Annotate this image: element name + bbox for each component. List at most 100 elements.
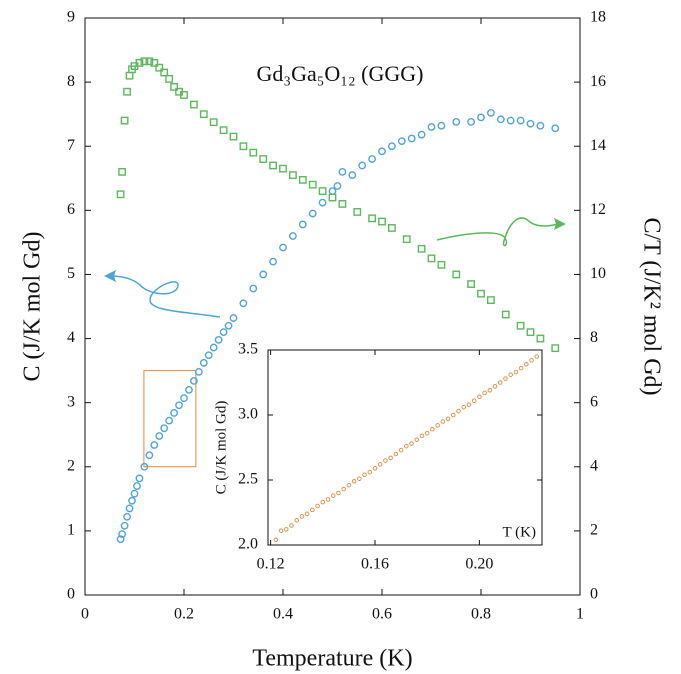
data-point: [135, 474, 144, 483]
data-point: [437, 121, 446, 130]
plot-frame: [267, 349, 543, 546]
y2-tick-label: 0: [590, 586, 598, 603]
data-point: [128, 496, 136, 505]
data-point: [419, 433, 425, 439]
data-square: [467, 280, 475, 288]
data-square: [328, 193, 337, 202]
data-point: [486, 108, 495, 117]
data-square: [368, 214, 376, 223]
data-square: [353, 208, 362, 216]
data-square: [452, 270, 461, 279]
data-point: [435, 423, 440, 428]
data-point: [130, 489, 139, 498]
y-tick-label: 7: [67, 137, 75, 154]
data-square: [150, 58, 159, 67]
arrow-left: [109, 275, 221, 318]
y-tick-label: 3.5: [238, 341, 258, 358]
y2-tick-label: 16: [590, 73, 606, 90]
y2-tick-label: 2: [590, 522, 598, 539]
data-point: [524, 362, 529, 367]
y2-tick-label: 8: [590, 329, 598, 346]
data-square: [501, 310, 510, 319]
x-tick-label: 0: [81, 606, 89, 623]
data-point: [165, 416, 174, 425]
data-square: [155, 63, 164, 72]
data-square: [477, 289, 485, 298]
x-tick-label: 0.6: [372, 606, 392, 623]
data-square: [526, 328, 535, 337]
y-tick-label: 9: [67, 9, 75, 26]
x-tick-label: 0.12: [257, 556, 285, 573]
data-point: [367, 469, 373, 475]
data-square: [219, 126, 228, 135]
data-point: [204, 351, 213, 360]
data-point: [397, 137, 406, 145]
data-point: [456, 408, 461, 414]
y2-tick-label: 4: [590, 457, 598, 474]
data-point: [259, 270, 268, 279]
data-point: [407, 134, 416, 143]
data-point: [404, 443, 409, 449]
y-tick-label: 6: [67, 201, 75, 218]
x-tick-label: 0.20: [465, 556, 493, 573]
data-square: [135, 58, 144, 67]
data-point: [140, 462, 149, 471]
data-point: [477, 394, 482, 400]
x-tick-label: 0.4: [273, 606, 293, 623]
data-point: [145, 451, 154, 460]
y-tick-label: 2: [67, 457, 75, 474]
arrowhead-left: [104, 270, 116, 282]
data-point: [304, 511, 310, 517]
y-tick-label: 5: [67, 265, 75, 282]
data-point: [315, 503, 320, 509]
y-tick-label: 1: [67, 522, 75, 539]
data-point: [318, 198, 327, 207]
data-point: [224, 321, 233, 330]
y2-tick-label: 14: [590, 137, 606, 154]
data-point: [116, 535, 125, 544]
data-point: [417, 130, 426, 139]
data-point: [440, 419, 446, 424]
data-point: [372, 466, 378, 471]
y-tick-label: 4: [67, 329, 75, 346]
data-square: [259, 155, 268, 163]
data-point: [229, 314, 238, 322]
data-point: [551, 124, 560, 133]
data-square: [437, 260, 446, 269]
y-tick-label: 8: [67, 73, 75, 90]
data-point: [299, 514, 305, 519]
data-point: [383, 458, 388, 463]
data-square: [289, 171, 297, 179]
data-square: [189, 100, 198, 109]
data-square: [338, 200, 347, 208]
data-square: [536, 334, 545, 343]
y2-axis-label: C/T (J/K² mol Gd): [638, 217, 664, 395]
data-point: [289, 523, 294, 528]
data-point: [452, 117, 461, 126]
data-point: [336, 490, 341, 496]
data-point: [348, 171, 357, 179]
x-axis-label: Temperature (K): [252, 646, 412, 672]
data-point: [534, 354, 540, 359]
data-point: [288, 232, 297, 240]
data-point: [516, 116, 525, 125]
data-point: [451, 412, 456, 418]
data-point: [214, 335, 223, 344]
data-point: [249, 284, 258, 293]
data-point: [378, 147, 386, 156]
data-point: [120, 521, 129, 530]
data-square: [145, 57, 154, 66]
y2-tick-label: 6: [590, 393, 598, 410]
y2-tick-label: 18: [590, 9, 606, 26]
data-point: [199, 359, 208, 367]
data-point: [430, 427, 435, 432]
data-square: [180, 91, 188, 99]
data-point: [239, 299, 248, 308]
data-square: [269, 161, 277, 170]
data-point: [466, 402, 472, 407]
data-square: [516, 321, 525, 330]
data-point: [518, 365, 524, 371]
data-point: [185, 385, 193, 394]
data-point: [294, 518, 299, 523]
